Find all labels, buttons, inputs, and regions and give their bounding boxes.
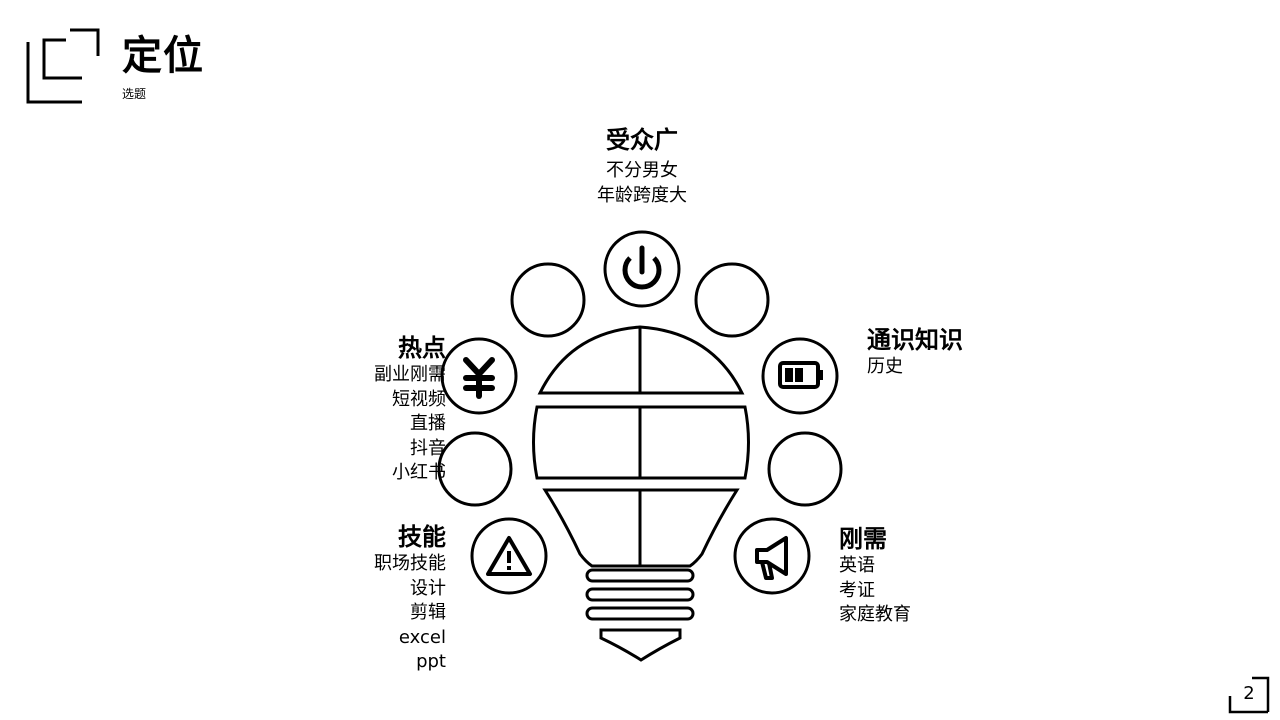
label-line: 年龄跨度大: [597, 184, 687, 206]
label-group-general-knowledge: 通识知识 历史: [867, 325, 1027, 380]
empty-circle: [767, 431, 843, 507]
label-line: 考证: [839, 579, 875, 601]
bulb-ring: [585, 606, 695, 621]
label-heading: 通识知识: [867, 326, 963, 354]
label-heading: 技能: [398, 523, 446, 551]
empty-circle: [510, 262, 586, 338]
label-line: 直播: [410, 413, 446, 434]
label-group-essential: 刚需 英语 考证 家庭教育: [839, 524, 999, 628]
warning-icon: [486, 536, 532, 576]
label-heading: 受众广: [606, 126, 678, 154]
label-line: excel: [398, 626, 446, 648]
bulb-tip: [599, 628, 682, 662]
page-title: 定位: [122, 33, 204, 79]
label-line: 不分男女: [606, 160, 678, 181]
page-number: 2: [1243, 683, 1255, 704]
label-line: 家庭教育: [839, 604, 911, 625]
battery-icon: [778, 361, 823, 389]
label-line: ppt: [416, 651, 446, 672]
label-line: 英语: [839, 555, 875, 576]
label-heading: 热点: [398, 334, 446, 362]
label-group-top: 受众广 不分男女 年龄跨度大: [560, 125, 724, 208]
page-subtitle: 选题: [122, 87, 147, 101]
label-group-hotspot: 热点 副业刚需 短视频 直播 抖音 小红书: [300, 333, 446, 486]
corner-logo: [26, 28, 100, 104]
label-heading: 刚需: [839, 525, 887, 553]
empty-circle: [437, 431, 513, 507]
bulb-middle: [532, 405, 750, 480]
label-group-skills: 技能 职场技能 设计 剪辑 excel ppt: [300, 522, 446, 675]
megaphone-icon: [755, 536, 788, 580]
bulb-ring: [585, 568, 695, 583]
label-line: 历史: [867, 356, 903, 377]
yen-icon: [463, 357, 495, 399]
label-line: 短视频: [392, 388, 446, 410]
label-line: 设计: [410, 577, 446, 599]
label-line: 小红书: [392, 462, 446, 483]
empty-circle: [694, 262, 770, 338]
bulb-lower: [542, 488, 740, 568]
label-line: 副业刚需: [374, 364, 446, 385]
label-line: 抖音: [410, 437, 446, 459]
bulb-ring: [585, 587, 695, 602]
power-icon: [622, 245, 662, 290]
label-line: 职场技能: [374, 553, 446, 574]
label-line: 剪辑: [410, 602, 446, 623]
